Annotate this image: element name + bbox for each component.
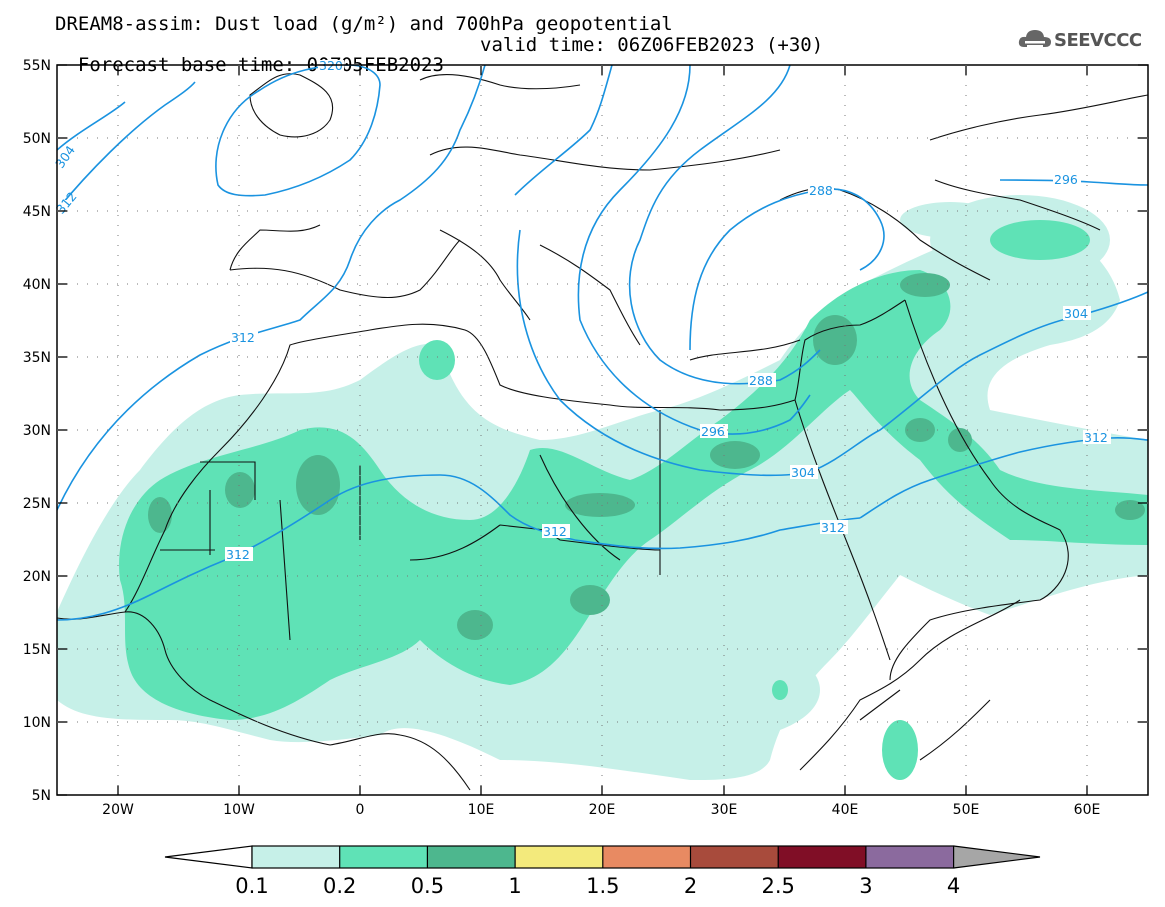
svg-text:304: 304 xyxy=(1064,306,1088,321)
svg-text:312: 312 xyxy=(821,520,845,535)
contour-label: 288 xyxy=(808,183,834,198)
colorbar-high-arrow xyxy=(953,846,1040,868)
colorbar-tick-label: 0.5 xyxy=(411,874,444,898)
contour-label: 296 xyxy=(1053,172,1081,187)
lon-label: 20E xyxy=(589,802,616,818)
colorbar-segment xyxy=(427,846,516,868)
svg-text:288: 288 xyxy=(809,183,833,198)
geopotential-contours xyxy=(57,65,1148,621)
lon-label: 10W xyxy=(223,802,255,818)
seevccc-logo: SEEVCCC xyxy=(1018,27,1153,55)
colorbar-low-arrow xyxy=(164,845,253,869)
map-title: DREAM8-assim: Dust load (g/m²) and 700hP… xyxy=(55,13,673,35)
lat-label: 30N xyxy=(23,423,51,439)
lat-label: 55N xyxy=(23,58,51,74)
lon-label: 20W xyxy=(102,802,134,818)
contour-label: 304 xyxy=(790,465,818,480)
contour-label: 312 xyxy=(542,524,570,539)
lon-label: 10E xyxy=(468,802,495,818)
svg-text:304: 304 xyxy=(52,143,78,171)
colorbar-tick-label: 1.5 xyxy=(586,874,619,898)
lat-label: 10N xyxy=(23,715,51,731)
contour-label: 296 xyxy=(700,424,728,439)
lon-label: 30E xyxy=(711,802,738,818)
dust-load-shading xyxy=(57,195,1148,780)
svg-text:312: 312 xyxy=(231,330,255,345)
dust-level-0-2 xyxy=(119,220,1148,780)
lat-label: 20N xyxy=(23,569,51,585)
lat-label: 5N xyxy=(32,788,51,804)
colorbar-segment xyxy=(252,846,340,868)
svg-text:296: 296 xyxy=(701,424,725,439)
contour-label: 312 xyxy=(1083,430,1111,445)
lat-label: 50N xyxy=(23,131,51,147)
svg-text:296: 296 xyxy=(1054,172,1078,187)
svg-text:312: 312 xyxy=(1084,430,1108,445)
colorbar-segment xyxy=(602,846,691,868)
colorbar-segment xyxy=(515,846,603,868)
cloud-logo-icon xyxy=(1018,30,1051,47)
lon-label: 50E xyxy=(953,802,980,818)
dust-level-0-5 xyxy=(148,273,1145,640)
svg-text:312: 312 xyxy=(543,524,567,539)
lat-label: 40N xyxy=(23,277,51,293)
colorbar-tick-label: 0.1 xyxy=(235,874,268,898)
contour-label: 304 xyxy=(52,143,78,171)
contour-labels: 320 304 312 288 296 312 288 296 304 312 … xyxy=(52,58,1111,562)
colorbar-tick-label: 2.5 xyxy=(761,874,794,898)
contour-label: 288 xyxy=(748,373,776,388)
logo-text: SEEVCCC xyxy=(1054,30,1142,51)
valid-time: valid time: 06Z06FEB2023 (+30) xyxy=(480,34,824,56)
svg-text:312: 312 xyxy=(226,547,250,562)
colorbar-segment xyxy=(690,846,779,868)
lat-label: 25N xyxy=(23,496,51,512)
colorbar: 0.1 0.2 0.5 1 1.5 2 2.5 3 4 xyxy=(164,845,1041,898)
lon-label: 40E xyxy=(832,802,859,818)
lat-label: 15N xyxy=(23,642,51,658)
colorbar-tick-label: 2 xyxy=(684,874,697,898)
colorbar-tick-label: 4 xyxy=(947,874,960,898)
lon-label: 0 xyxy=(356,802,365,818)
lat-label: 45N xyxy=(23,204,51,220)
longitude-axis: 20W 10W 0 10E 20E 30E 40E 50E 60E xyxy=(102,65,1100,818)
svg-text:288: 288 xyxy=(749,373,773,388)
colorbar-segment xyxy=(778,846,866,868)
colorbar-tick-label: 3 xyxy=(859,874,872,898)
contour-label: 312 xyxy=(230,330,258,345)
contour-label: 304 xyxy=(1063,306,1091,321)
colorbar-tick-label: 1 xyxy=(508,874,521,898)
latitude-axis: 55N 50N 45N 40N 35N 30N 25N 20N 15N 10N … xyxy=(23,58,1148,804)
svg-text:304: 304 xyxy=(791,465,815,480)
contour-label: 312 xyxy=(820,520,848,535)
coastlines xyxy=(57,73,1148,791)
colorbar-segment xyxy=(865,846,954,868)
colorbar-tick-label: 0.2 xyxy=(323,874,356,898)
lat-label: 35N xyxy=(23,350,51,366)
lon-label: 60E xyxy=(1074,802,1101,818)
colorbar-segment xyxy=(339,846,428,868)
contour-label: 312 xyxy=(225,547,253,562)
